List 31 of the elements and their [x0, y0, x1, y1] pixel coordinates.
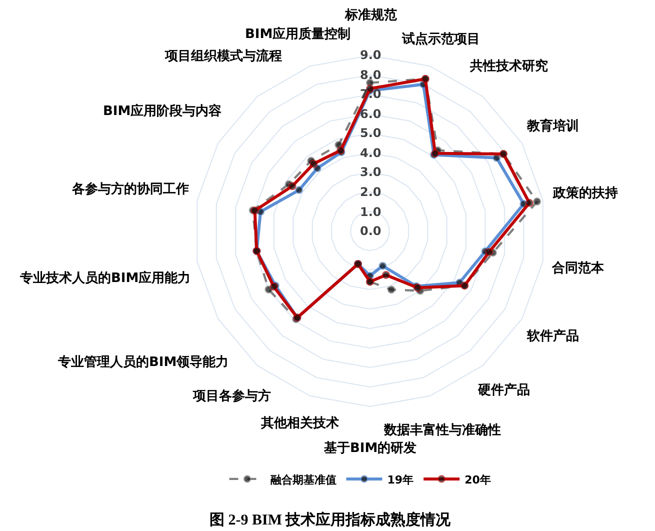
spoke-label: 合同范本	[551, 260, 605, 276]
spoke-label: 政策的扶持	[552, 186, 618, 201]
y-tick-label: 9.0	[360, 48, 382, 62]
spoke-label: 标准规范	[344, 7, 397, 23]
spoke-label: 硬件产品	[477, 382, 530, 398]
spoke-label: 项目组织模式与流程	[164, 48, 282, 64]
spoke-label: 专业管理人员的BIM领导能力	[57, 354, 229, 370]
spoke-label: 共性技术研究	[469, 58, 548, 74]
spoke-label: BIM应用阶段与内容	[103, 103, 222, 119]
y-tick-label: 0.0	[360, 224, 382, 238]
y-tick-label: 6.0	[360, 107, 382, 121]
legend-label: 20年	[464, 473, 491, 486]
y-tick-label: 5.0	[360, 126, 382, 140]
spoke-label: 各参与方的协同工作	[71, 181, 189, 197]
spoke-label: 专业技术人员的BIM应用能力	[19, 270, 191, 286]
spoke-label: 数据丰富性与准确性	[383, 422, 501, 438]
spoke-label: 其他相关技术	[260, 415, 339, 431]
spoke-label: 项目各参与方	[192, 388, 271, 404]
y-tick-label: 1.0	[360, 205, 382, 219]
text: 图 2-9 BIM 技术应用指标成熟度情况	[209, 510, 452, 529]
y-tick-label: 4.0	[360, 146, 382, 160]
legend-label: 19年	[387, 473, 414, 486]
y-tick-label: 2.0	[360, 185, 382, 199]
legend-label: 融合期基准值	[270, 473, 336, 486]
spoke-label: 基于BIM的研发	[323, 441, 417, 456]
spoke-label: 软件产品	[526, 328, 579, 344]
spoke-label: 教育培训	[526, 118, 579, 134]
y-tick-label: 8.0	[360, 68, 382, 82]
y-tick-label: 3.0	[360, 165, 382, 179]
spoke-label: BIM应用质量控制	[245, 26, 351, 42]
spoke-label: 试点示范项目	[401, 31, 480, 47]
